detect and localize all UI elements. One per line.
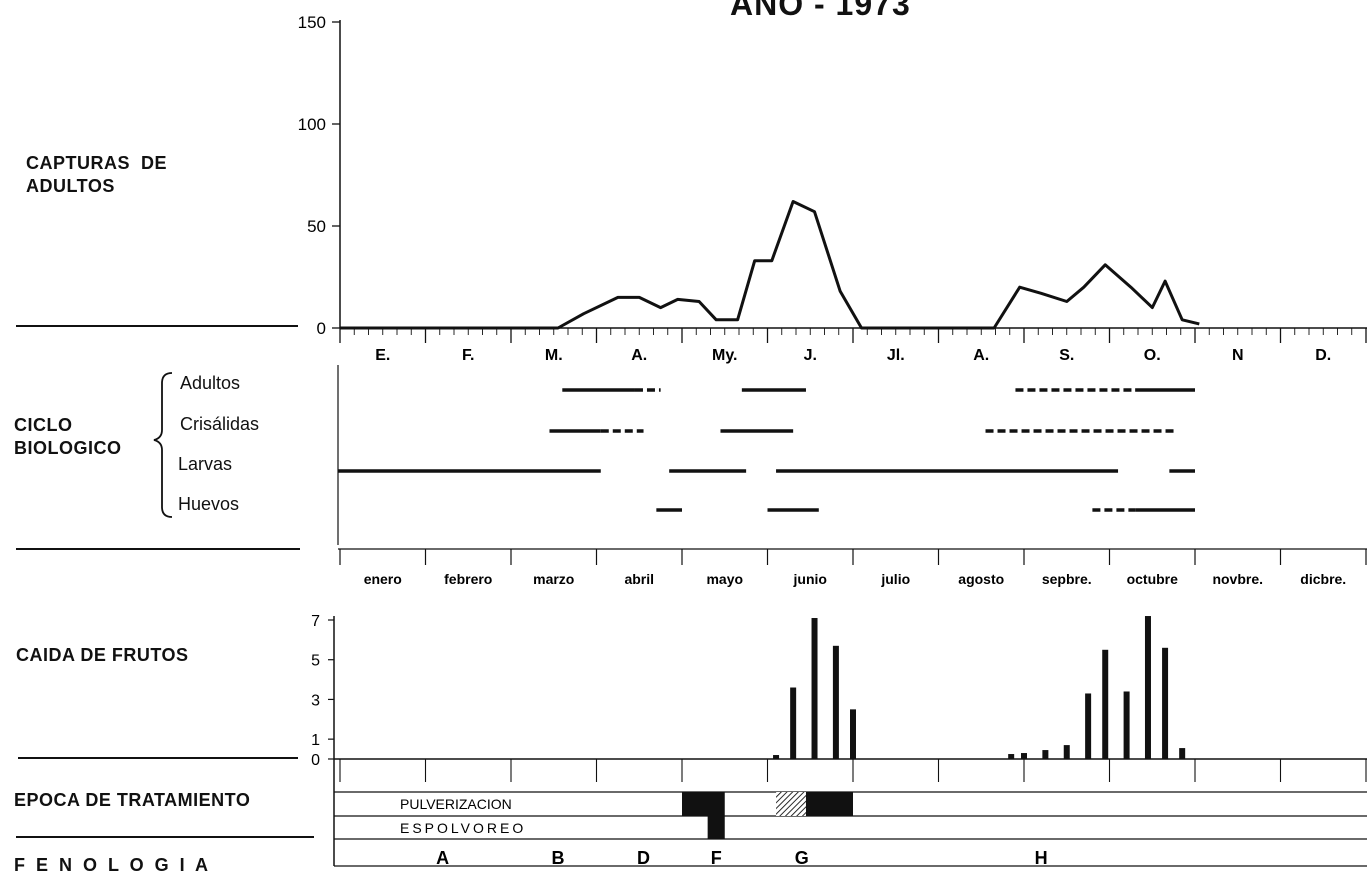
x-ticks-captures bbox=[340, 201, 1366, 343]
y-ticks-captures: 0 50 100 150 bbox=[298, 13, 340, 338]
month-label-long: mayo bbox=[706, 571, 743, 587]
fruit-bar bbox=[790, 688, 796, 759]
phenology-label: D bbox=[637, 848, 650, 868]
table-month-ticks bbox=[340, 759, 1366, 782]
month-label-long: enero bbox=[364, 571, 402, 587]
month-labels-short: E. F. M. A. My. J. Jl. A. S. O. N D. bbox=[375, 347, 1331, 364]
month-label-long: octubre bbox=[1127, 571, 1179, 587]
phenology-label: A bbox=[436, 848, 449, 868]
fruit-bar bbox=[1064, 745, 1070, 759]
month-label-short: N bbox=[1232, 347, 1244, 364]
month-label-short: F. bbox=[462, 347, 474, 364]
month-label-short: E. bbox=[375, 347, 390, 364]
month-label-long: novbre. bbox=[1212, 571, 1263, 587]
treatment-block bbox=[806, 792, 853, 816]
y-tick-label: 7 bbox=[311, 613, 320, 630]
month-label-long: junio bbox=[793, 571, 827, 587]
y-tick-label: 0 bbox=[311, 752, 320, 769]
month-label-short: My. bbox=[712, 347, 737, 364]
fruit-bar bbox=[850, 709, 856, 759]
y-tick-label: 0 bbox=[317, 319, 326, 338]
fruit-bar bbox=[833, 646, 839, 759]
treatment-label-pulverizacion: PULVERIZACION bbox=[400, 796, 512, 812]
cycle-timeline bbox=[338, 390, 1195, 510]
y-tick-label: 50 bbox=[307, 217, 326, 236]
month-label-long: abril bbox=[624, 571, 654, 587]
month-label-short: D. bbox=[1315, 347, 1331, 364]
fruit-bar bbox=[1008, 754, 1014, 759]
fruit-bars bbox=[773, 616, 1185, 759]
month-ticks-long bbox=[340, 549, 1366, 565]
phenology-label: F bbox=[711, 848, 722, 868]
captures-series-line bbox=[340, 202, 1199, 329]
y-tick-label: 5 bbox=[311, 653, 320, 670]
month-label-short: J. bbox=[804, 347, 817, 364]
phenology-label: G bbox=[795, 848, 809, 868]
month-label-long: sepbre. bbox=[1042, 571, 1092, 587]
fruit-bar bbox=[1145, 616, 1151, 759]
fruit-bar bbox=[1162, 648, 1168, 759]
treatment-block bbox=[682, 792, 725, 816]
month-label-short: O. bbox=[1144, 347, 1161, 364]
fruit-bar bbox=[1042, 750, 1048, 759]
fruit-bar bbox=[773, 755, 779, 759]
fruit-bar bbox=[812, 618, 818, 759]
phenology-label: H bbox=[1035, 848, 1048, 868]
fruit-bar bbox=[1085, 693, 1091, 759]
brace-icon bbox=[154, 373, 172, 517]
fruit-bar bbox=[1124, 691, 1130, 759]
y-tick-label: 150 bbox=[298, 13, 326, 32]
fruit-bar bbox=[1021, 753, 1027, 759]
fruit-bar bbox=[1179, 748, 1185, 759]
treatment-block bbox=[776, 792, 806, 816]
phenology-label: B bbox=[552, 848, 565, 868]
month-label-long: dicbre. bbox=[1300, 571, 1346, 587]
month-label-short: A. bbox=[631, 347, 647, 364]
month-labels-long: enero febrero marzo abril mayo junio julio agos… bbox=[364, 571, 1347, 587]
y-tick-label: 3 bbox=[311, 692, 320, 709]
y-tick-label: 100 bbox=[298, 115, 326, 134]
treatment-label-espolvoreo: ESPOLVOREO bbox=[400, 820, 526, 836]
treatment-block bbox=[708, 816, 725, 839]
month-label-short: A. bbox=[973, 347, 989, 364]
month-label-short: M. bbox=[545, 347, 563, 364]
y-ticks-fruits: 0 1 3 5 7 bbox=[311, 613, 334, 769]
month-label-long: marzo bbox=[533, 571, 574, 587]
month-label-short: Jl. bbox=[887, 347, 905, 364]
month-label-short: S. bbox=[1059, 347, 1074, 364]
month-label-long: agosto bbox=[958, 571, 1004, 587]
fruit-bar bbox=[1102, 650, 1108, 759]
y-tick-label: 1 bbox=[311, 732, 320, 749]
month-label-long: julio bbox=[880, 571, 910, 587]
month-label-long: febrero bbox=[444, 571, 492, 587]
